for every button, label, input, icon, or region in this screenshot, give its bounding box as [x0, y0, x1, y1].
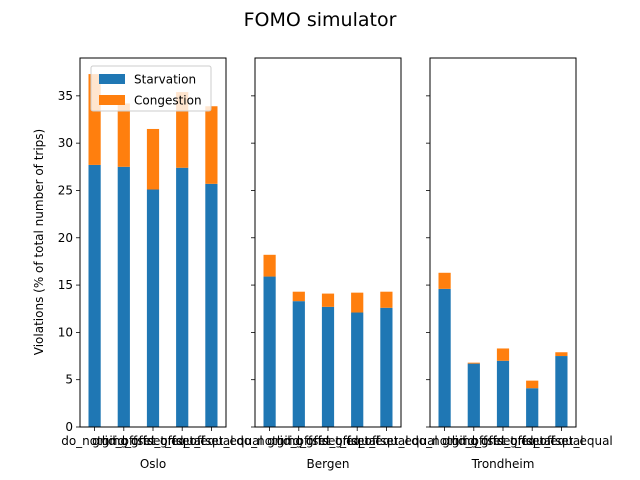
- bar-congestion-2: [496, 348, 510, 361]
- subplot-2: do_nothinggrid_offsetgrid_offset_equalgr…: [411, 57, 613, 471]
- bar-starvation-1: [292, 301, 305, 427]
- bar-congestion-3: [351, 292, 364, 313]
- bar-starvation-4: [205, 183, 218, 427]
- bar-congestion-2: [321, 293, 335, 307]
- bar-congestion-4: [555, 352, 568, 357]
- bar-congestion-1: [117, 103, 130, 167]
- bar-congestion-1: [292, 291, 305, 302]
- bar-starvation-0: [438, 288, 451, 427]
- legend: Starvation Congestion: [90, 65, 212, 112]
- x-tick-label: grid_offset_equal: [160, 434, 263, 448]
- x-tick-label: grid_offset_equal: [102, 434, 205, 448]
- x-axis-label: Oslo: [140, 457, 166, 471]
- bar-starvation-1: [117, 166, 130, 427]
- bar-starvation-0: [263, 276, 276, 427]
- x-tick-label: grid_offset: [267, 434, 331, 448]
- bar-congestion-0: [438, 272, 451, 289]
- x-tick-label: grid_offset: [442, 434, 506, 448]
- x-tick-label: grid_offset_equal: [335, 434, 438, 448]
- x-tick-label: grid_offset_equal: [131, 434, 234, 448]
- bar-starvation-3: [526, 388, 539, 427]
- bar-congestion-0: [263, 254, 276, 277]
- x-tick-label: do_nothing: [411, 434, 478, 448]
- bar-congestion-4: [380, 291, 393, 308]
- y-tick-label: 25: [58, 183, 73, 197]
- bar-starvation-3: [351, 312, 364, 427]
- legend-label-congestion: Congestion: [134, 94, 202, 108]
- y-tick-label: 15: [58, 278, 73, 292]
- x-axis-label: Trondheim: [471, 457, 535, 471]
- legend-swatch-congestion: [99, 95, 125, 105]
- x-tick-label: grid_offset_equal: [306, 434, 409, 448]
- subplot-0: 05101520253035do_nothinggrid_offsetgrid_…: [58, 57, 263, 471]
- x-tick-label: grid_offset_equal: [277, 434, 380, 448]
- bar-starvation-2: [146, 189, 160, 427]
- x-tick-label: grid_offset_equal: [452, 434, 555, 448]
- x-tick-label: grid_offset: [92, 434, 156, 448]
- x-tick-label: do_nothing: [61, 434, 128, 448]
- bar-congestion-3: [526, 380, 539, 389]
- bar-starvation-4: [380, 307, 393, 427]
- legend-swatch-starvation: [99, 74, 125, 84]
- bar-congestion-4: [205, 106, 218, 184]
- bar-starvation-2: [496, 360, 510, 427]
- bar-starvation-4: [555, 356, 568, 427]
- bar-starvation-1: [467, 363, 480, 427]
- legend-label-starvation: Starvation: [134, 73, 196, 87]
- y-tick-label: 20: [58, 231, 73, 245]
- y-tick-label: 5: [65, 373, 73, 387]
- bar-starvation-2: [321, 306, 335, 427]
- y-tick-label: 10: [58, 325, 73, 339]
- x-tick-label: grid_offset_equal: [510, 434, 613, 448]
- bar-starvation-3: [176, 167, 189, 427]
- y-tick-label: 0: [65, 420, 73, 434]
- x-axis-label: Bergen: [307, 457, 350, 471]
- y-axis-label: Violations (% of total number of trips): [32, 129, 46, 355]
- bar-congestion-2: [146, 128, 160, 190]
- y-tick-label: 35: [58, 89, 73, 103]
- x-tick-label: grid_offset_equal: [481, 434, 584, 448]
- y-tick-label: 30: [58, 136, 73, 150]
- subplots: 05101520253035do_nothinggrid_offsetgrid_…: [58, 57, 613, 471]
- x-tick-label: do_nothing: [236, 434, 303, 448]
- bar-starvation-0: [88, 164, 101, 428]
- bar-congestion-1: [467, 362, 480, 364]
- chart-title: FOMO simulator: [244, 9, 397, 31]
- subplot-1: do_nothinggrid_offsetgrid_offset_equalgr…: [236, 57, 438, 471]
